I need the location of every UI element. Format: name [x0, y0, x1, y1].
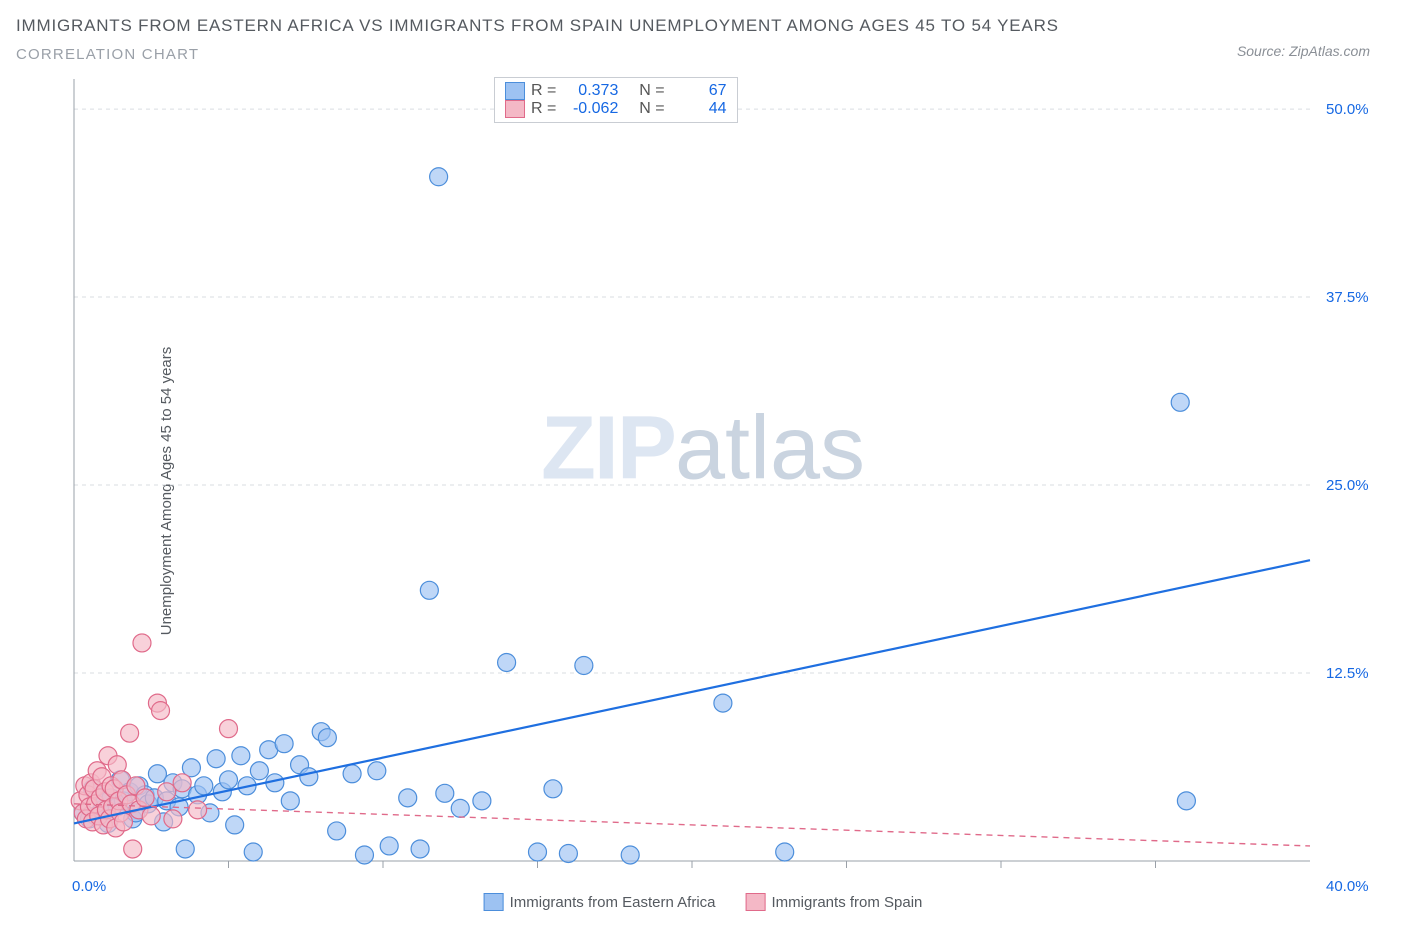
legend-label: Immigrants from Spain [772, 894, 923, 911]
legend-item: Immigrants from Spain [746, 893, 923, 911]
scatter-point [136, 789, 154, 807]
y-tick-label: 50.0% [1326, 101, 1369, 118]
scatter-point [121, 724, 139, 742]
scatter-point [343, 765, 361, 783]
chart-header: IMMIGRANTS FROM EASTERN AFRICA VS IMMIGR… [16, 16, 1390, 63]
scatter-point [114, 813, 132, 831]
scatter-point [220, 720, 238, 738]
r-label: R = [531, 100, 556, 118]
scatter-point [714, 694, 732, 712]
chart-subtitle: CORRELATION CHART [16, 46, 1059, 63]
chart-container: Unemployment Among Ages 45 to 54 years 5… [16, 71, 1390, 911]
scatter-point [621, 846, 639, 864]
scatter-point [318, 729, 336, 747]
scatter-point [300, 768, 318, 786]
scatter-point [1171, 393, 1189, 411]
n-label: N = [639, 100, 664, 118]
scatter-point [164, 810, 182, 828]
scatter-point [436, 784, 454, 802]
chart-title: IMMIGRANTS FROM EASTERN AFRICA VS IMMIGR… [16, 16, 1059, 36]
scatter-point [420, 581, 438, 599]
scatter-point [544, 780, 562, 798]
scatter-point [529, 843, 547, 861]
legend-bottom: Immigrants from Eastern Africa Immigrants… [484, 893, 923, 911]
y-tick-label: 12.5% [1326, 665, 1369, 682]
scatter-point [281, 792, 299, 810]
y-tick-label: 37.5% [1326, 289, 1369, 306]
scatter-point [498, 653, 516, 671]
scatter-point [275, 735, 293, 753]
scatter-point [355, 846, 373, 864]
scatter-point [152, 702, 170, 720]
title-block: IMMIGRANTS FROM EASTERN AFRICA VS IMMIGR… [16, 16, 1059, 63]
x-tick-start: 0.0% [72, 878, 106, 895]
scatter-point [124, 840, 142, 858]
series-swatch [505, 100, 525, 118]
x-tick-end: 40.0% [1326, 878, 1369, 895]
scatter-point [232, 747, 250, 765]
scatter-point [176, 840, 194, 858]
scatter-point [328, 822, 346, 840]
legend-swatch [746, 893, 766, 911]
scatter-point [207, 750, 225, 768]
scatter-point [226, 816, 244, 834]
scatter-point [133, 634, 151, 652]
r-value: 0.373 [562, 82, 618, 100]
scatter-point [411, 840, 429, 858]
scatter-point [1177, 792, 1195, 810]
y-tick-label: 25.0% [1326, 477, 1369, 494]
r-label: R = [531, 82, 556, 100]
n-value: 67 [671, 82, 727, 100]
scatter-point [380, 837, 398, 855]
correlation-legend-box: R = 0.373 N = 67 R = -0.062 N = 44 [494, 77, 738, 123]
scatter-point [195, 777, 213, 795]
n-value: 44 [671, 100, 727, 118]
scatter-point [189, 801, 207, 819]
n-label: N = [639, 82, 664, 100]
scatter-plot: 50.0% 37.5% 25.0% 12.5% 0.0% 40.0% [64, 71, 1390, 911]
legend-swatch [484, 893, 504, 911]
scatter-point [250, 762, 268, 780]
scatter-point [559, 844, 577, 862]
scatter-point [776, 843, 794, 861]
regression-line [74, 804, 1310, 846]
scatter-point [430, 168, 448, 186]
r-value: -0.062 [562, 100, 618, 118]
scatter-point [473, 792, 491, 810]
scatter-point [575, 657, 593, 675]
scatter-point [399, 789, 417, 807]
correlation-row: R = -0.062 N = 44 [505, 100, 727, 118]
scatter-point [368, 762, 386, 780]
source-credit: Source: ZipAtlas.com [1237, 43, 1370, 59]
regression-line [74, 560, 1310, 823]
series-swatch [505, 82, 525, 100]
scatter-point [244, 843, 262, 861]
legend-item: Immigrants from Eastern Africa [484, 893, 716, 911]
scatter-point [451, 799, 469, 817]
scatter-point [142, 807, 160, 825]
scatter-point [220, 771, 238, 789]
correlation-row: R = 0.373 N = 67 [505, 82, 727, 100]
scatter-point [173, 774, 191, 792]
legend-label: Immigrants from Eastern Africa [510, 894, 716, 911]
